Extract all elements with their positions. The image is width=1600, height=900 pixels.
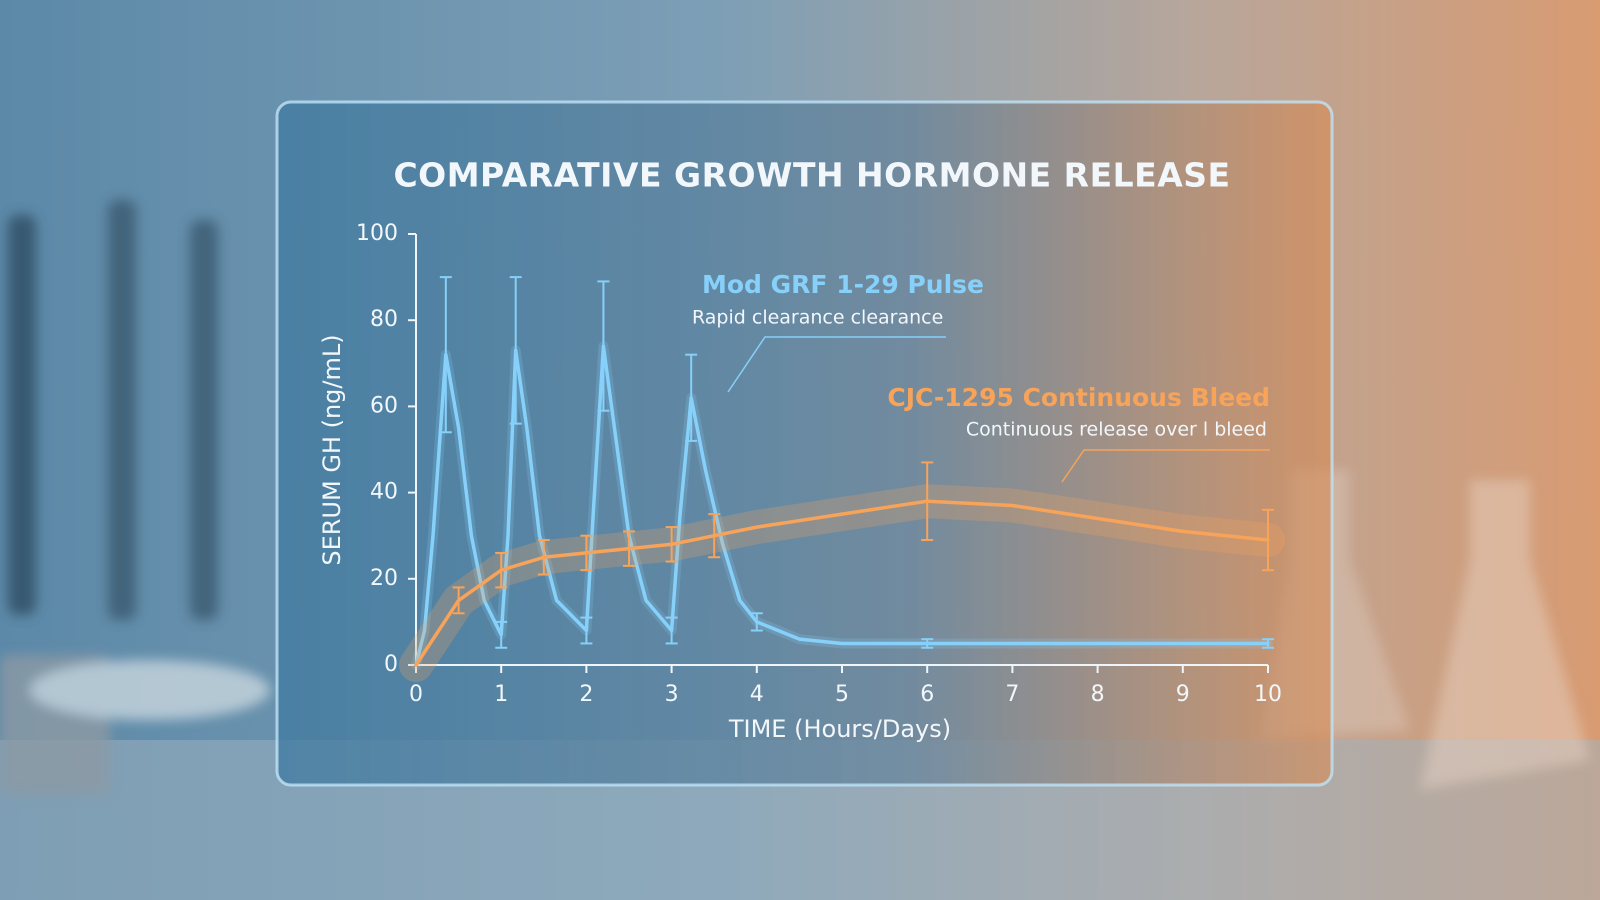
error-bar	[439, 276, 452, 434]
error-bar	[1262, 508, 1274, 572]
x-tick-label: 9	[1176, 682, 1190, 707]
error-bar	[580, 616, 593, 645]
y-tick-label: 40	[370, 480, 398, 505]
x-tick-label: 6	[920, 682, 934, 707]
error-bar	[452, 586, 465, 615]
error-bar	[495, 551, 508, 589]
error-bar	[665, 526, 678, 563]
error-bar	[921, 461, 934, 542]
legend-label: Mod GRF 1-29 Pulse	[702, 270, 984, 299]
error-bar	[921, 638, 934, 649]
y-tick-label: 80	[370, 307, 398, 332]
y-tick-label: 0	[384, 652, 398, 677]
x-tick-label: 0	[409, 682, 423, 707]
x-tick-label: 10	[1254, 682, 1282, 707]
annotation-note: Rapid clearance clearance	[692, 307, 943, 329]
series-line	[414, 344, 1270, 667]
error-bar	[597, 280, 610, 412]
error-bar	[623, 530, 635, 567]
y-tick-label: 20	[370, 566, 398, 591]
error-bar	[685, 353, 698, 442]
y-tick-label: 60	[370, 393, 398, 418]
x-tick-label: 4	[750, 682, 764, 707]
error-bar	[495, 620, 508, 649]
error-bar	[537, 539, 550, 576]
error-bar	[1262, 638, 1274, 649]
annotation-leader	[727, 336, 946, 393]
error-bar	[750, 612, 763, 632]
error-bar	[708, 513, 721, 559]
x-tick-label: 5	[835, 682, 849, 707]
y-tick-label: 100	[356, 221, 398, 246]
glass-panel	[275, 100, 1334, 787]
error-bar	[509, 276, 522, 425]
error-bar	[665, 616, 678, 645]
x-tick-label: 1	[494, 682, 508, 707]
x-tick-label: 8	[1091, 682, 1105, 707]
annotation-note: Continuous release over l bleed	[966, 419, 1267, 441]
legend-label: CJC-1295 Continuous Bleed	[887, 383, 1270, 412]
x-tick-label: 7	[1005, 682, 1019, 707]
chart-title: COMPARATIVE GROWTH HORMONE RELEASE	[393, 156, 1230, 195]
annotation-leader	[1061, 449, 1270, 483]
x-tick-label: 2	[579, 682, 593, 707]
error-bar	[580, 534, 593, 572]
y-axis-label: SERUM GH (ng/mL)	[318, 334, 346, 565]
plot: 0 20 40 60 80 100 0 1 2 3 4 5 6 7 8 9 10 Mod GRF 1-29 Pul…	[356, 221, 1285, 707]
x-axis-label: TIME (Hours/Days)	[728, 715, 951, 743]
x-tick-label: 3	[665, 682, 679, 707]
